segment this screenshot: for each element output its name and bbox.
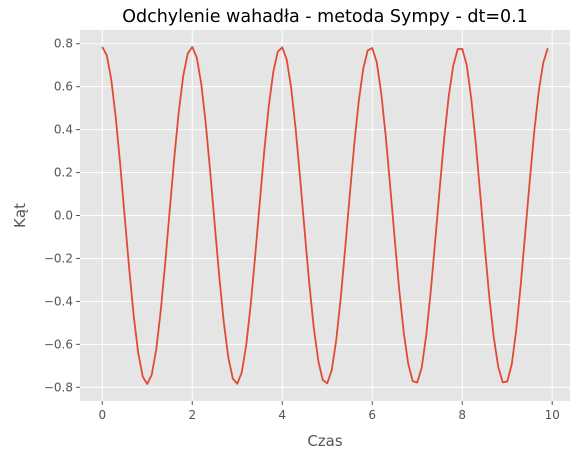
y-tick-label: −0.8 (44, 380, 73, 394)
y-axis-ticks: −0.8 −0.6 −0.4 −0.2 0.0 0.2 0.4 0.6 0.8 (44, 37, 80, 394)
x-axis-ticks: 0 2 4 6 8 10 (98, 401, 560, 422)
chart-title: Odchylenie wahadła - metoda Sympy - dt=0… (122, 7, 528, 27)
y-tick-label: 0.4 (54, 123, 73, 137)
y-tick-label: 0.0 (54, 209, 73, 223)
y-tick-label: −0.6 (44, 337, 73, 351)
x-tick-label: 0 (98, 408, 106, 422)
y-tick-label: −0.4 (44, 294, 73, 308)
x-tick-label: 6 (368, 408, 376, 422)
series-line-0 (101, 46, 549, 385)
series-group (101, 46, 549, 385)
y-tick-label: 0.6 (54, 80, 73, 94)
x-tick-label: 4 (278, 408, 286, 422)
x-tick-label: 10 (545, 408, 560, 422)
x-tick-label: 8 (458, 408, 466, 422)
y-tick-label: 0.8 (54, 37, 73, 51)
y-axis-label: Kąt (11, 203, 29, 228)
y-tick-label: −0.2 (44, 251, 73, 265)
x-axis-label: Czas (307, 432, 343, 450)
x-tick-label: 2 (188, 408, 196, 422)
y-tick-label: 0.2 (54, 166, 73, 180)
